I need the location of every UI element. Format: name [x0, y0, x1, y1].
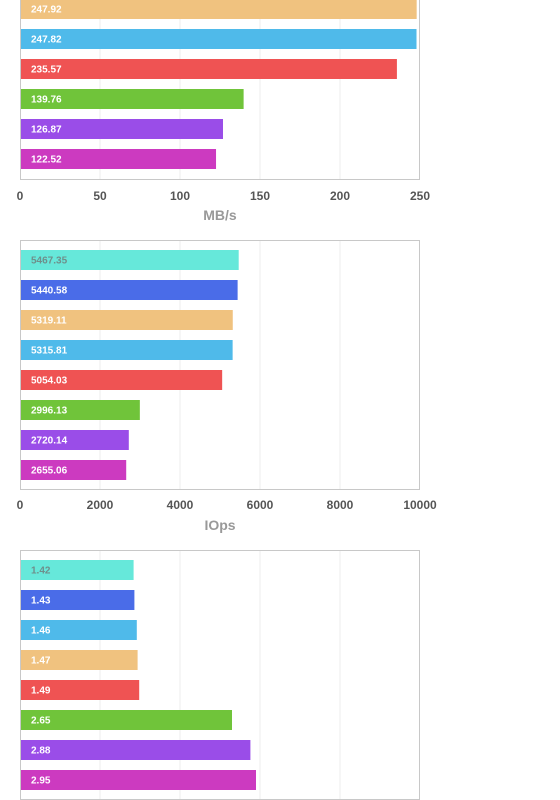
x-axis-title: MB/s [203, 207, 237, 223]
bar [21, 89, 244, 109]
bar-value-label: 1.42 [31, 566, 51, 577]
bar-value-label: 1.47 [31, 656, 51, 667]
bar-value-label: 247.82 [31, 35, 62, 46]
bar [21, 370, 223, 390]
x-tick-label: 250 [410, 189, 430, 203]
bar-value-label: 2655.06 [31, 466, 68, 477]
bar-value-label: 2.65 [31, 716, 51, 727]
bar-value-label: 247.92 [31, 5, 62, 16]
bar-value-label: 2.95 [31, 776, 51, 787]
bar-value-label: 2.88 [31, 746, 51, 757]
x-tick-label: 100 [170, 189, 190, 203]
bar [21, 770, 256, 790]
bar [21, 590, 135, 610]
bar [21, 310, 233, 330]
bar [21, 560, 134, 580]
bar-value-label: 1.46 [31, 626, 51, 637]
bar [21, 149, 217, 169]
plot-frame [20, 240, 420, 490]
x-tick-label: 2000 [87, 498, 114, 512]
bar [21, 0, 417, 19]
bar-value-label: 5315.81 [31, 346, 68, 357]
bar [21, 29, 417, 49]
bar [21, 650, 138, 670]
bar-chart-1: 247.92 247.82 235.57 139.76 126.87 122.52 0 50 1… [17, 0, 430, 223]
bar-value-label: 126.87 [31, 125, 62, 136]
bar [21, 340, 233, 360]
bar-value-label: 5440.58 [31, 286, 68, 297]
x-tick-label: 200 [330, 189, 350, 203]
bar-value-label: 2720.14 [31, 436, 68, 447]
bar [21, 250, 239, 270]
x-tick-label: 50 [93, 189, 107, 203]
bar [21, 620, 137, 640]
bar-value-label: 1.43 [31, 596, 51, 607]
bar-chart-3: 1.42 1.43 1.46 1.47 1.49 2.65 2.88 2.95 [20, 550, 420, 800]
x-tick-label: 0 [17, 189, 24, 203]
bar [21, 460, 127, 480]
bar [21, 119, 223, 139]
bar [21, 280, 238, 300]
bar [21, 59, 397, 79]
bar [21, 430, 129, 450]
bar-chart-2: 5467.35 5440.58 5319.11 5315.81 5054.03 2996.… [17, 240, 437, 533]
plot-frame [20, 550, 420, 800]
bar-value-label: 5319.11 [31, 316, 67, 327]
x-tick-label: 8000 [327, 498, 354, 512]
bar-value-label: 235.57 [31, 65, 62, 76]
x-axis-title: IOps [204, 517, 235, 533]
x-tick-label: 0 [17, 498, 24, 512]
bar-value-label: 139.76 [31, 95, 62, 106]
bar [21, 740, 251, 760]
x-tick-label: 10000 [403, 498, 437, 512]
bar-value-label: 5054.03 [31, 376, 68, 387]
x-tick-label: 4000 [167, 498, 194, 512]
x-tick-label: 150 [250, 189, 270, 203]
bar-value-label: 1.49 [31, 686, 51, 697]
x-tick-label: 6000 [247, 498, 274, 512]
bar [21, 710, 232, 730]
bar-value-label: 2996.13 [31, 406, 68, 417]
bar [21, 400, 140, 420]
bar-value-label: 122.52 [31, 155, 62, 166]
bar-value-label: 5467.35 [31, 256, 68, 267]
bar [21, 680, 140, 700]
